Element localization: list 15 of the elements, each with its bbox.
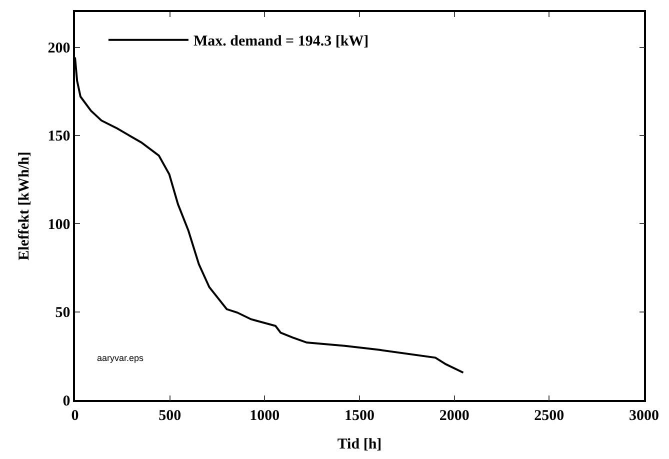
y-axis-title: Eleffekt [kWh/h] bbox=[16, 152, 32, 260]
y-tick-label: 100 bbox=[48, 216, 70, 233]
x-tick-label: 500 bbox=[158, 408, 182, 424]
x-tick-label: 2000 bbox=[439, 408, 470, 424]
text: Max. demand = 194.3 [kW] bbox=[193, 34, 369, 50]
x-tick-label: 2500 bbox=[534, 408, 564, 424]
x-tick-label: 1000 bbox=[250, 408, 280, 424]
x-axis-title: Tid [h] bbox=[337, 436, 382, 452]
y-tick-label: 150 bbox=[48, 128, 70, 145]
x-tick-label: 1500 bbox=[344, 408, 374, 424]
y-tick-label: 0 bbox=[62, 393, 70, 410]
annotation: aaryvar.eps bbox=[97, 353, 144, 363]
y-tick-label: 50 bbox=[55, 305, 70, 322]
x-tick-label: 3000 bbox=[629, 408, 659, 424]
y-tick-label: 200 bbox=[48, 40, 70, 57]
